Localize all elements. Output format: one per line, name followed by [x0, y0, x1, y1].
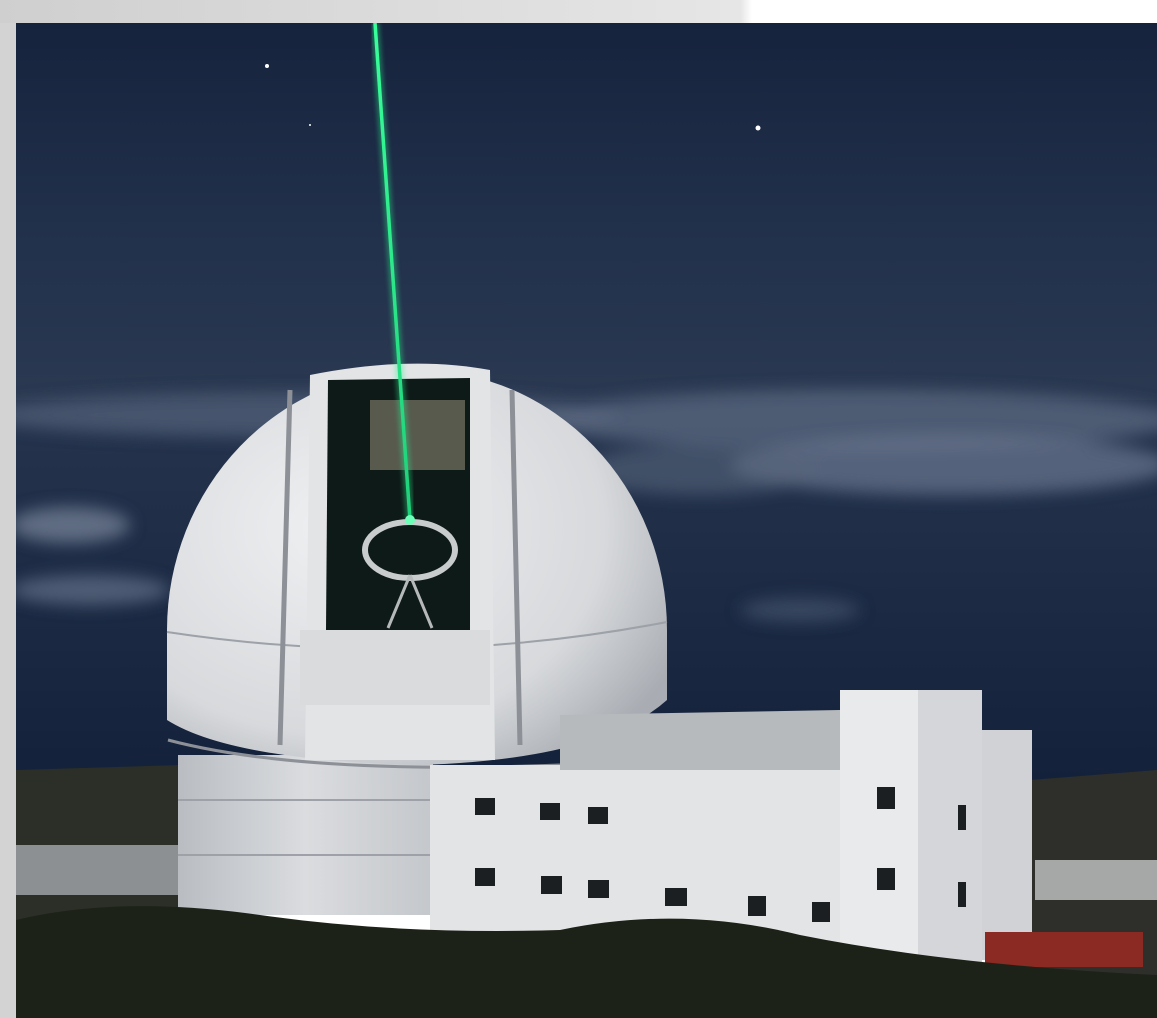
annex [982, 730, 1032, 960]
tower-side [918, 690, 982, 970]
platform [16, 845, 181, 895]
left-strip [0, 23, 16, 1018]
dome-base [178, 755, 433, 915]
sky [16, 23, 1157, 423]
photo-page [0, 0, 1157, 1018]
top-strip [0, 0, 1157, 23]
shutter-lower [300, 630, 490, 705]
laser-source [405, 515, 415, 525]
gravel [1035, 860, 1157, 900]
telescope-top [370, 400, 465, 470]
red-roof [985, 932, 1143, 967]
roof [560, 710, 850, 770]
photo [0, 23, 1157, 1018]
